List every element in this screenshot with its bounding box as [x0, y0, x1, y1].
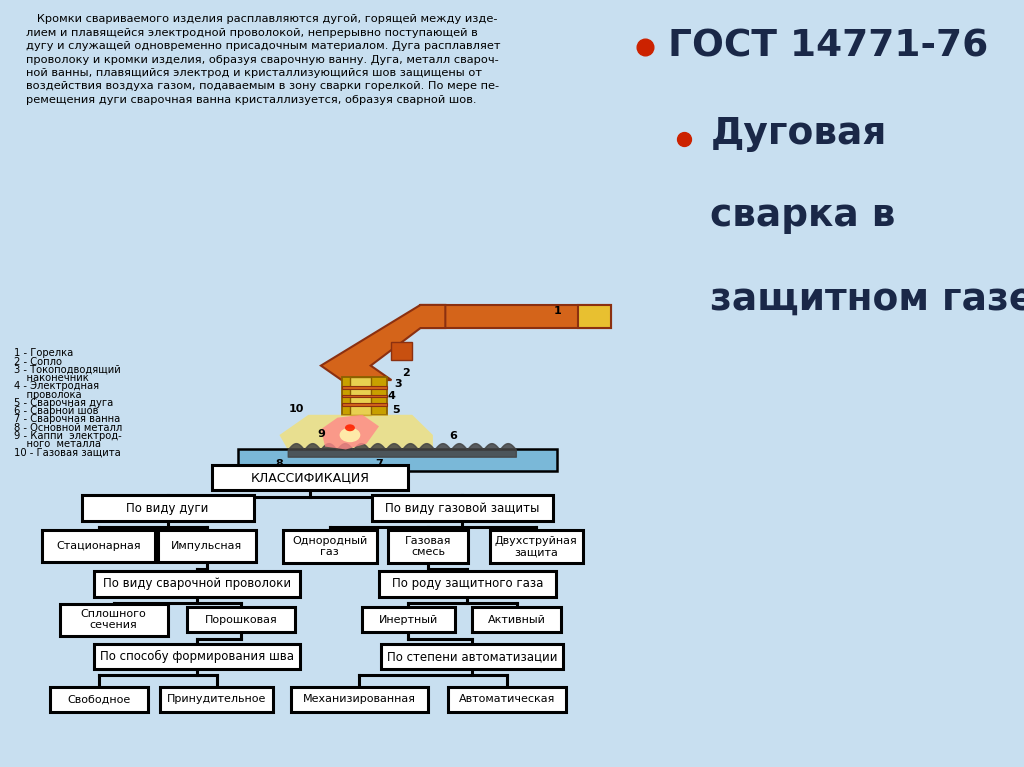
Text: 5: 5 — [392, 406, 399, 416]
FancyBboxPatch shape — [94, 571, 300, 597]
Text: Импульсная: Импульсная — [171, 542, 243, 551]
FancyBboxPatch shape — [489, 529, 583, 563]
Polygon shape — [238, 449, 557, 471]
Text: По степени автоматизации: По степени автоматизации — [387, 650, 558, 663]
FancyBboxPatch shape — [381, 644, 563, 669]
Text: 2 - Сопло: 2 - Сопло — [14, 357, 62, 367]
Text: Активный: Активный — [487, 614, 546, 624]
FancyBboxPatch shape — [379, 571, 556, 597]
FancyBboxPatch shape — [50, 686, 148, 712]
Text: По виду сварочной проволоки: По виду сварочной проволоки — [103, 578, 291, 591]
FancyBboxPatch shape — [388, 529, 468, 563]
Text: Однородный
газ: Однородный газ — [292, 535, 368, 557]
Text: Стационарная: Стационарная — [56, 542, 141, 551]
Polygon shape — [342, 394, 387, 397]
FancyBboxPatch shape — [59, 604, 168, 636]
Text: 9: 9 — [317, 429, 325, 439]
Text: По виду газовой защиты: По виду газовой защиты — [385, 502, 540, 515]
Text: 6 - Сварной шов: 6 - Сварной шов — [14, 406, 98, 416]
Text: Газовая
смесь: Газовая смесь — [404, 535, 452, 557]
Polygon shape — [342, 386, 387, 389]
Text: 2: 2 — [402, 368, 410, 378]
Polygon shape — [342, 403, 387, 406]
FancyBboxPatch shape — [284, 529, 377, 563]
Text: ного  металла: ного металла — [14, 439, 101, 449]
Text: Двухструйная
защита: Двухструйная защита — [495, 535, 578, 557]
Polygon shape — [578, 305, 611, 328]
Circle shape — [345, 424, 355, 431]
Text: наконечник: наконечник — [14, 374, 89, 384]
Text: 6: 6 — [450, 432, 458, 442]
FancyBboxPatch shape — [82, 495, 254, 521]
Polygon shape — [321, 415, 379, 449]
Text: 3 - Токоподводящий: 3 - Токоподводящий — [14, 365, 121, 375]
Text: 1 - Горелка: 1 - Горелка — [14, 348, 74, 358]
FancyBboxPatch shape — [94, 644, 300, 669]
Polygon shape — [321, 305, 445, 380]
Text: Порошковая: Порошковая — [205, 614, 278, 624]
Text: 10 - Газовая защита: 10 - Газовая защита — [14, 447, 121, 457]
Text: 1: 1 — [553, 306, 561, 316]
FancyBboxPatch shape — [361, 607, 455, 633]
Text: проволока: проволока — [14, 390, 82, 400]
Text: По способу формирования шва: По способу формирования шва — [100, 650, 294, 663]
Text: 4 - Электродная: 4 - Электродная — [14, 381, 99, 391]
Text: Кромки свариваемого изделия расплавляются дугой, горящей между изде-
лием и плав: Кромки свариваемого изделия расплавляютс… — [27, 15, 501, 105]
Circle shape — [340, 428, 360, 443]
FancyBboxPatch shape — [372, 495, 553, 521]
FancyBboxPatch shape — [472, 607, 561, 633]
Text: 4: 4 — [387, 391, 395, 401]
Text: Автоматическая: Автоматическая — [459, 694, 555, 704]
FancyBboxPatch shape — [212, 465, 409, 491]
Text: 8: 8 — [275, 459, 284, 469]
Text: 7 - Сварочная ванна: 7 - Сварочная ванна — [14, 414, 121, 424]
Text: Дуговая: Дуговая — [711, 116, 887, 152]
FancyBboxPatch shape — [447, 686, 565, 712]
Polygon shape — [391, 343, 412, 360]
Text: 8 - Основной металл: 8 - Основной металл — [14, 423, 123, 433]
Text: Сплошного
сечения: Сплошного сечения — [81, 609, 146, 630]
Text: 5 - Сварочная дуга: 5 - Сварочная дуга — [14, 398, 114, 408]
FancyBboxPatch shape — [291, 686, 428, 712]
Text: По виду дуги: По виду дуги — [127, 502, 209, 515]
Text: Инертный: Инертный — [379, 614, 438, 624]
Polygon shape — [421, 305, 611, 328]
Polygon shape — [342, 377, 387, 415]
Polygon shape — [280, 415, 433, 449]
Text: Механизированная: Механизированная — [303, 694, 416, 704]
Polygon shape — [350, 377, 371, 415]
Text: защитном газе: защитном газе — [711, 282, 1024, 318]
FancyBboxPatch shape — [187, 607, 296, 633]
FancyBboxPatch shape — [158, 530, 256, 562]
Text: Принудительное: Принудительное — [167, 694, 266, 704]
Text: 3: 3 — [394, 380, 401, 390]
Text: КЛАССИФИКАЦИЯ: КЛАССИФИКАЦИЯ — [251, 471, 370, 484]
Text: ГОСТ 14771-76: ГОСТ 14771-76 — [668, 28, 988, 64]
Text: 10: 10 — [289, 404, 304, 414]
Text: По роду защитного газа: По роду защитного газа — [392, 578, 543, 591]
Text: 7: 7 — [375, 459, 383, 469]
Text: 9 - Каппи  электрод-: 9 - Каппи электрод- — [14, 431, 122, 441]
Text: сварка в: сварка в — [711, 198, 896, 234]
FancyBboxPatch shape — [42, 530, 156, 562]
Text: Свободное: Свободное — [68, 694, 130, 704]
FancyBboxPatch shape — [161, 686, 273, 712]
